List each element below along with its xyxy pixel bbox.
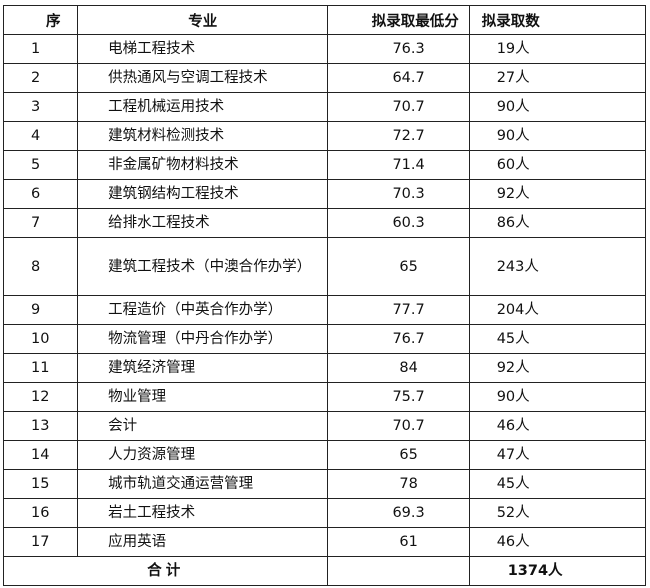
row-major: 物流管理（中丹合作办学） — [77, 324, 329, 354]
row-count: 92人 — [468, 353, 647, 383]
total-row: 合计 1374人 — [2, 556, 647, 586]
table-row: 4 建筑材料检测技术 72.7 90人 — [2, 121, 647, 151]
row-major: 建筑工程技术（中澳合作办学） — [77, 237, 329, 296]
row-count: 47人 — [468, 440, 647, 470]
row-seq: 3 — [2, 92, 79, 122]
row-major: 电梯工程技术 — [77, 34, 329, 64]
row-major: 供热通风与空调工程技术 — [77, 63, 329, 93]
row-seq: 16 — [2, 498, 79, 528]
row-min-score: 78 — [327, 469, 470, 499]
row-seq: 15 — [2, 469, 79, 499]
row-min-score: 69.3 — [327, 498, 470, 528]
row-major: 非金属矿物材料技术 — [77, 150, 329, 180]
row-seq: 6 — [2, 179, 79, 209]
row-seq: 14 — [2, 440, 79, 470]
row-count: 243人 — [468, 237, 647, 296]
row-seq: 8 — [2, 237, 79, 296]
row-min-score: 70.7 — [327, 92, 470, 122]
row-major: 岩土工程技术 — [77, 498, 329, 528]
total-score-empty — [327, 556, 470, 586]
row-major: 工程造价（中英合作办学） — [77, 295, 329, 325]
row-seq: 4 — [2, 121, 79, 151]
row-major: 物业管理 — [77, 382, 329, 412]
row-count: 52人 — [468, 498, 647, 528]
header-major: 专业 — [77, 5, 329, 35]
table-row: 9 工程造价（中英合作办学） 77.7 204人 — [2, 295, 647, 325]
row-count: 60人 — [468, 150, 647, 180]
table-row: 8 建筑工程技术（中澳合作办学） 65 243人 — [2, 237, 647, 296]
row-min-score: 76.7 — [327, 324, 470, 354]
row-min-score: 65 — [327, 440, 470, 470]
table-row: 5 非金属矿物材料技术 71.4 60人 — [2, 150, 647, 180]
table-row: 1 电梯工程技术 76.3 19人 — [2, 34, 647, 64]
admission-table: 序 专业 拟录取最低分 拟录取数 1 电梯工程技术 76.3 19人 2 供热通风与空调工… — [2, 5, 647, 586]
row-major: 人力资源管理 — [77, 440, 329, 470]
row-min-score: 60.3 — [327, 208, 470, 238]
row-major: 应用英语 — [77, 527, 329, 557]
header-seq: 序 — [2, 5, 79, 35]
table-row: 15 城市轨道交通运营管理 78 45人 — [2, 469, 647, 499]
total-label: 合计 — [2, 556, 329, 586]
row-seq: 9 — [2, 295, 79, 325]
row-count: 86人 — [468, 208, 647, 238]
row-min-score: 72.7 — [327, 121, 470, 151]
table-row: 3 工程机械运用技术 70.7 90人 — [2, 92, 647, 122]
table-row: 16 岩土工程技术 69.3 52人 — [2, 498, 647, 528]
header-min-score: 拟录取最低分 — [327, 5, 470, 35]
row-min-score: 65 — [327, 237, 470, 296]
header-count: 拟录取数 — [468, 5, 647, 35]
row-count: 90人 — [468, 121, 647, 151]
row-min-score: 75.7 — [327, 382, 470, 412]
row-seq: 5 — [2, 150, 79, 180]
row-min-score: 76.3 — [327, 34, 470, 64]
row-count: 45人 — [468, 324, 647, 354]
row-min-score: 61 — [327, 527, 470, 557]
row-count: 46人 — [468, 527, 647, 557]
row-seq: 7 — [2, 208, 79, 238]
header-row: 序 专业 拟录取最低分 拟录取数 — [2, 5, 647, 35]
row-major: 建筑材料检测技术 — [77, 121, 329, 151]
row-min-score: 64.7 — [327, 63, 470, 93]
table-row: 13 会计 70.7 46人 — [2, 411, 647, 441]
row-count: 204人 — [468, 295, 647, 325]
row-min-score: 84 — [327, 353, 470, 383]
row-seq: 2 — [2, 63, 79, 93]
row-count: 45人 — [468, 469, 647, 499]
table-row: 2 供热通风与空调工程技术 64.7 27人 — [2, 63, 647, 93]
row-seq: 13 — [2, 411, 79, 441]
row-count: 27人 — [468, 63, 647, 93]
total-count: 1374人 — [468, 556, 647, 586]
table-row: 14 人力资源管理 65 47人 — [2, 440, 647, 470]
table-row: 11 建筑经济管理 84 92人 — [2, 353, 647, 383]
row-min-score: 77.7 — [327, 295, 470, 325]
row-seq: 11 — [2, 353, 79, 383]
row-count: 90人 — [468, 382, 647, 412]
row-major: 建筑钢结构工程技术 — [77, 179, 329, 209]
row-count: 92人 — [468, 179, 647, 209]
row-major: 城市轨道交通运营管理 — [77, 469, 329, 499]
row-major: 会计 — [77, 411, 329, 441]
row-count: 19人 — [468, 34, 647, 64]
table-row: 6 建筑钢结构工程技术 70.3 92人 — [2, 179, 647, 209]
row-min-score: 70.7 — [327, 411, 470, 441]
table-row: 7 给排水工程技术 60.3 86人 — [2, 208, 647, 238]
row-seq: 12 — [2, 382, 79, 412]
table-row: 12 物业管理 75.7 90人 — [2, 382, 647, 412]
table-row: 10 物流管理（中丹合作办学） 76.7 45人 — [2, 324, 647, 354]
row-min-score: 71.4 — [327, 150, 470, 180]
row-seq: 10 — [2, 324, 79, 354]
row-seq: 1 — [2, 34, 79, 64]
table-row: 17 应用英语 61 46人 — [2, 527, 647, 557]
row-seq: 17 — [2, 527, 79, 557]
row-count: 90人 — [468, 92, 647, 122]
row-count: 46人 — [468, 411, 647, 441]
row-major: 工程机械运用技术 — [77, 92, 329, 122]
row-major: 给排水工程技术 — [77, 208, 329, 238]
row-major: 建筑经济管理 — [77, 353, 329, 383]
row-min-score: 70.3 — [327, 179, 470, 209]
